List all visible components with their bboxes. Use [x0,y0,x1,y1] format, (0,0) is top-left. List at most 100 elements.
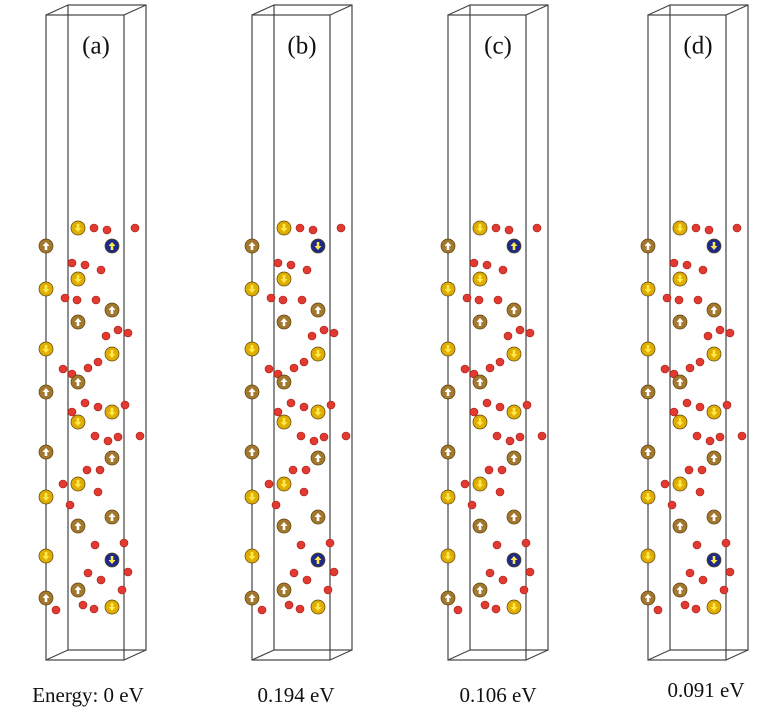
oxygen-atom [289,568,299,578]
oxygen-atom [515,432,525,442]
spin-arrow [444,448,452,456]
spin-arrow [444,345,452,353]
oxygen-atom [453,605,463,615]
oxygen-atom [299,357,309,367]
cell-edge [525,649,549,661]
spin-arrow [710,556,718,564]
spin-arrow [108,603,116,611]
oxygen-atom [492,431,502,441]
structure-panel [38,4,147,661]
spin-arrow [280,586,288,594]
oxygen-atom [715,325,725,335]
cell-edge [123,649,147,661]
cell-front [647,14,727,661]
oxygen-atom [101,331,111,341]
spin-arrow [476,378,484,386]
spin-arrow [676,318,684,326]
oxygen-atom [685,363,695,373]
oxygen-atom [336,223,346,233]
oxygen-atom [482,398,492,408]
oxygen-atom [691,604,701,614]
spin-arrow [248,345,256,353]
oxygen-atom [474,295,484,305]
oxygen-atom [519,585,529,595]
spin-arrow [676,586,684,594]
oxygen-atom [326,400,336,410]
oxygen-atom [80,260,90,270]
spin-arrow [510,603,518,611]
spin-arrow [510,556,518,564]
oxygen-atom [537,431,547,441]
oxygen-atom [329,328,339,338]
oxygen-atom [495,357,505,367]
spin-arrow [74,418,82,426]
spin-arrow [510,350,518,358]
cell-front [447,14,527,661]
spin-arrow [444,493,452,501]
oxygen-atom [120,400,130,410]
oxygen-atom [721,538,731,548]
cell-front [45,14,125,661]
oxygen-atom [135,431,145,441]
spin-arrow [280,480,288,488]
oxygen-atom [498,265,508,275]
oxygen-atom [674,295,684,305]
spin-arrow [314,350,322,358]
oxygen-atom [286,260,296,270]
oxygen-atom [725,328,735,338]
spin-arrow [42,448,50,456]
spin-arrow [710,408,718,416]
spin-arrow [108,242,116,250]
oxygen-atom [693,295,703,305]
spin-arrow [280,418,288,426]
oxygen-atom [58,364,68,374]
spin-arrow [676,224,684,232]
cell-back [469,4,549,651]
oxygen-atom [662,293,672,303]
spin-arrow [42,242,50,250]
spin-arrow [644,242,652,250]
cell-edge [251,4,275,16]
spin-arrow [74,378,82,386]
spin-arrow [710,454,718,462]
spin-arrow [710,306,718,314]
oxygen-atom [491,604,501,614]
cell-edge [725,649,749,661]
spin-arrow [710,350,718,358]
oxygen-atom [660,364,670,374]
spin-arrow [74,522,82,530]
oxygen-atom [684,465,694,475]
spin-arrow [248,594,256,602]
oxygen-atom [498,575,508,585]
oxygen-atom [296,431,306,441]
oxygen-atom [60,293,70,303]
spin-arrow [280,378,288,386]
cell-back [273,4,353,651]
oxygen-atom [103,436,113,446]
spin-arrow [510,306,518,314]
spin-arrow [42,388,50,396]
spin-arrow [676,275,684,283]
oxygen-atom [89,223,99,233]
oxygen-atom [113,432,123,442]
oxygen-atom [286,398,296,408]
spin-arrow [314,603,322,611]
oxygen-atom [295,604,305,614]
panel-label: (c) [484,33,512,60]
oxygen-atom [497,465,507,475]
oxygen-atom [467,500,477,510]
spin-arrow [74,586,82,594]
oxygen-atom [296,540,306,550]
oxygen-atom [271,500,281,510]
spin-arrow [444,388,452,396]
oxygen-atom [273,407,283,417]
oxygen-atom [515,325,525,335]
spin-arrow [644,388,652,396]
oxygen-atom [491,223,501,233]
spin-arrow [444,242,452,250]
spin-arrow [280,275,288,283]
oxygen-atom [297,295,307,305]
oxygen-atom [93,402,103,412]
spin-arrow [476,522,484,530]
